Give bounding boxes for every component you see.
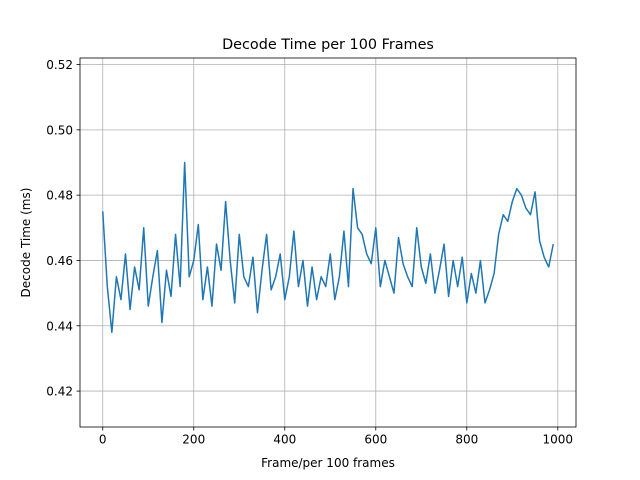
plot-frame: [79, 57, 577, 428]
x-axis-ticks: 0 200 400 600 800 1000: [99, 427, 573, 447]
chart-title: Decode Time per 100 Frames: [222, 37, 434, 53]
decode-time-series-line: [102, 161, 554, 334]
x-tick-label: 600: [364, 433, 387, 447]
y-axis-label: Decode Time (ms): [19, 188, 33, 298]
x-tick-label: 200: [182, 433, 205, 447]
y-tick-label: 0.48: [46, 189, 73, 203]
y-tick-label: 0.44: [46, 319, 73, 333]
y-tick-label: 0.46: [46, 254, 73, 268]
gridlines: [80, 58, 576, 427]
y-axis-ticks: 0.42 0.44 0.46 0.48 0.50 0.52: [46, 58, 80, 399]
y-tick-label: 0.42: [46, 385, 73, 399]
x-tick-label: 800: [455, 433, 478, 447]
x-axis-label: Frame/per 100 frames: [261, 456, 395, 470]
series-layer: [102, 161, 554, 334]
x-tick-label: 1000: [543, 433, 574, 447]
x-tick-label: 400: [273, 433, 296, 447]
y-tick-label: 0.52: [46, 58, 73, 72]
x-tick-label: 0: [99, 433, 107, 447]
y-tick-label: 0.50: [46, 123, 73, 137]
